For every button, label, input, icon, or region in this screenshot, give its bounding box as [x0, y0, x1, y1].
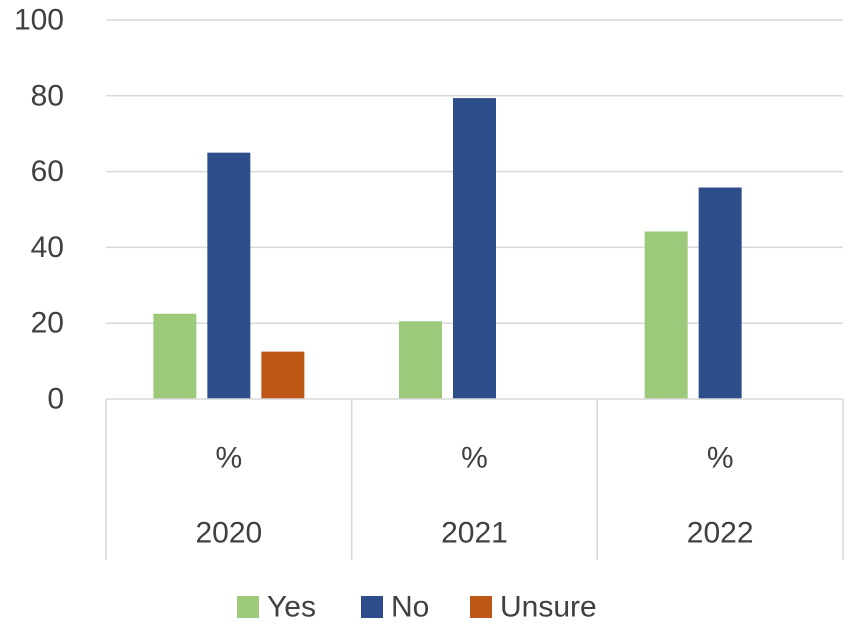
category-label-year: 2022	[687, 517, 754, 550]
bars	[153, 98, 742, 399]
category-label-year: 2020	[195, 517, 262, 550]
y-tick-label: 20	[31, 307, 64, 340]
legend-swatch-yes	[237, 596, 259, 618]
category-label-unit: %	[707, 442, 734, 475]
category-label-unit: %	[461, 442, 488, 475]
y-axis-tick-labels: 0 20 40 60 80 100	[14, 4, 64, 416]
bar-yes-2020	[153, 313, 197, 399]
legend-swatch-unsure	[470, 596, 492, 618]
y-tick-label: 40	[31, 231, 64, 264]
category-label-unit: %	[215, 442, 242, 475]
y-tick-label: 60	[31, 155, 64, 188]
bar-yes-2021	[399, 321, 442, 399]
legend-label-unsure: Unsure	[500, 591, 597, 624]
y-tick-label: 80	[31, 79, 64, 112]
category-axis: % 2020% 2021% 2022	[105, 398, 844, 560]
bar-no-2021	[453, 98, 496, 399]
category-label-year: 2021	[441, 517, 508, 550]
bar-no-2022	[698, 187, 742, 399]
legend-label-yes: Yes	[267, 591, 316, 624]
bar-unsure-2020	[261, 351, 305, 399]
y-tick-label: 100	[14, 4, 64, 37]
bar-yes-2022	[644, 231, 688, 399]
legend: Yes No Unsure	[237, 591, 597, 624]
legend-label-no: No	[391, 591, 429, 624]
legend-swatch-no	[361, 596, 383, 618]
y-tick-label: 0	[47, 383, 64, 416]
bar-no-2020	[207, 152, 251, 399]
